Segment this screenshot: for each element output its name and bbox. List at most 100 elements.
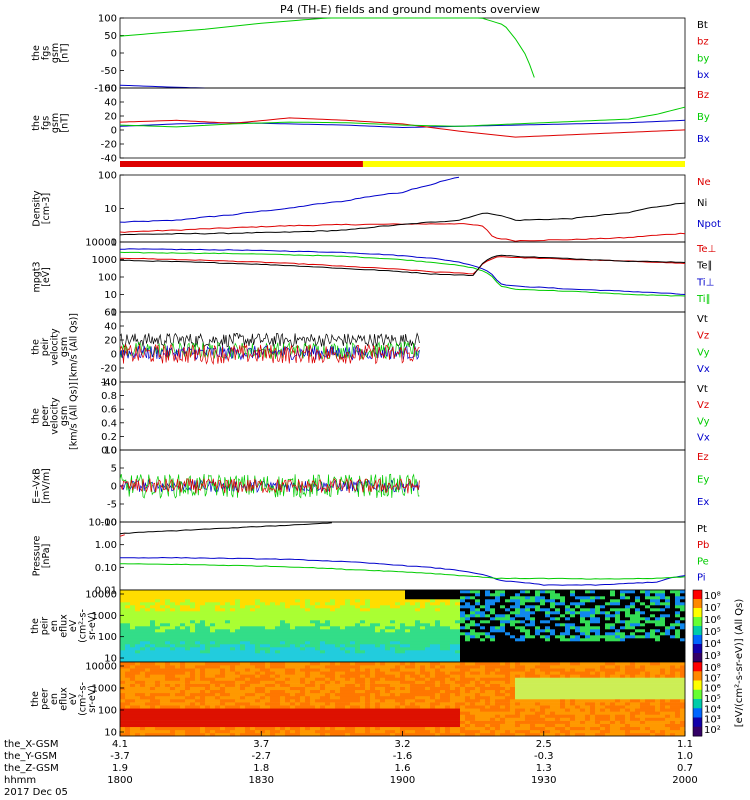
heatmap-cell bbox=[520, 617, 526, 621]
heatmap-cell bbox=[300, 611, 306, 615]
heatmap-cell bbox=[205, 629, 211, 633]
heatmap-cell bbox=[265, 689, 271, 694]
heatmap-cell bbox=[305, 699, 311, 703]
heatmap-cell bbox=[650, 599, 656, 603]
heatmap-cell bbox=[600, 659, 606, 663]
heatmap-cell bbox=[655, 632, 661, 636]
heatmap-cell bbox=[270, 653, 276, 657]
heatmap-cell bbox=[295, 614, 301, 618]
heatmap-cell bbox=[255, 602, 261, 606]
heatmap-cell bbox=[215, 686, 221, 691]
heatmap-cell bbox=[425, 650, 431, 654]
heatmap-cell bbox=[465, 720, 471, 724]
heatmap-cell bbox=[295, 705, 301, 709]
heatmap-cell bbox=[355, 596, 361, 600]
heatmap-cell bbox=[375, 638, 381, 642]
heatmap-cell bbox=[530, 723, 536, 728]
heatmap-cell bbox=[420, 711, 426, 715]
heatmap-cell bbox=[650, 641, 656, 645]
heatmap-cell bbox=[485, 614, 491, 618]
heatmap-cell bbox=[225, 689, 231, 694]
heatmap-cell bbox=[660, 656, 666, 660]
heatmap-cell bbox=[300, 647, 306, 651]
heatmap-cell bbox=[230, 665, 236, 669]
heatmap-cell bbox=[515, 626, 521, 630]
heatmap-cell bbox=[395, 695, 401, 700]
heatmap-cell bbox=[350, 605, 356, 609]
heatmap-cell bbox=[245, 674, 251, 678]
heatmap-cell bbox=[130, 702, 136, 706]
heatmap-cell bbox=[535, 720, 541, 724]
heatmap-cell bbox=[410, 711, 416, 715]
heatmap-cell bbox=[535, 602, 541, 606]
heatmap-cell bbox=[525, 680, 531, 684]
heatmap-cell bbox=[305, 638, 311, 642]
heatmap-cell bbox=[560, 602, 566, 606]
heatmap-cell bbox=[525, 729, 531, 734]
heatmap-cell bbox=[155, 608, 161, 612]
heatmap-cell bbox=[445, 629, 451, 633]
heatmap-cell bbox=[320, 605, 326, 609]
heatmap-cell bbox=[340, 647, 346, 651]
heatmap-cell bbox=[350, 614, 356, 618]
heatmap-cell bbox=[435, 686, 441, 691]
heatmap-cell bbox=[560, 641, 566, 645]
y-tick-label: 0.01 bbox=[95, 586, 117, 597]
heatmap-cell bbox=[265, 632, 271, 636]
heatmap-cell bbox=[180, 614, 186, 618]
heatmap-cell bbox=[180, 683, 186, 687]
heatmap-cell bbox=[515, 617, 521, 621]
heatmap-cell bbox=[315, 668, 321, 672]
heatmap-cell bbox=[435, 714, 441, 718]
heatmap-cell bbox=[420, 723, 426, 728]
heatmap-cell bbox=[275, 632, 281, 636]
heatmap-cell bbox=[575, 638, 581, 642]
heatmap-cell bbox=[145, 686, 151, 691]
heatmap-cell bbox=[450, 641, 456, 645]
heatmap-cell bbox=[450, 593, 456, 597]
heatmap-cell bbox=[520, 599, 526, 603]
heatmap-cell bbox=[325, 665, 331, 669]
heatmap-cell bbox=[130, 708, 136, 712]
heatmap-cell bbox=[630, 638, 636, 642]
heatmap-cell bbox=[295, 650, 301, 654]
heatmap-cell bbox=[660, 644, 666, 648]
heatmap-cell bbox=[405, 671, 411, 675]
heatmap-cell bbox=[655, 629, 661, 633]
heatmap-cell bbox=[425, 629, 431, 633]
heatmap-cell bbox=[535, 708, 541, 712]
heatmap-cell bbox=[315, 647, 321, 651]
legend-entry: Vy bbox=[697, 416, 710, 427]
heatmap-cell bbox=[455, 702, 461, 706]
heatmap-cell bbox=[460, 623, 466, 627]
heatmap-cell bbox=[255, 680, 261, 684]
heatmap-cell bbox=[490, 686, 496, 691]
heatmap-cell bbox=[160, 662, 166, 666]
heatmap-cell bbox=[265, 623, 271, 627]
heatmap-cell bbox=[515, 732, 521, 737]
y-axis-label-line: en bbox=[49, 620, 60, 632]
heatmap-cell bbox=[470, 708, 476, 712]
heatmap-cell bbox=[425, 644, 431, 648]
heatmap-cell bbox=[285, 662, 291, 666]
heatmap-cell bbox=[550, 674, 556, 678]
heatmap-cell bbox=[285, 617, 291, 621]
heatmap-cell bbox=[270, 732, 276, 737]
heatmap-cell bbox=[195, 602, 201, 606]
heatmap-cell bbox=[260, 629, 266, 633]
heatmap-cell bbox=[470, 650, 476, 654]
heatmap-cell bbox=[145, 605, 151, 609]
heatmap-cell bbox=[515, 623, 521, 627]
heatmap-cell bbox=[655, 650, 661, 654]
heatmap-cell bbox=[505, 723, 511, 728]
heatmap-cell bbox=[485, 702, 491, 706]
heatmap-cell bbox=[355, 617, 361, 621]
y-tick-label: 100 bbox=[98, 273, 117, 284]
heatmap-cell bbox=[595, 638, 601, 642]
heatmap-cell bbox=[380, 711, 386, 715]
heatmap-cell bbox=[350, 611, 356, 615]
heatmap-cell bbox=[470, 653, 476, 657]
heatmap-cell bbox=[280, 644, 286, 648]
heatmap-cell bbox=[150, 659, 156, 663]
heatmap-cell bbox=[550, 641, 556, 645]
